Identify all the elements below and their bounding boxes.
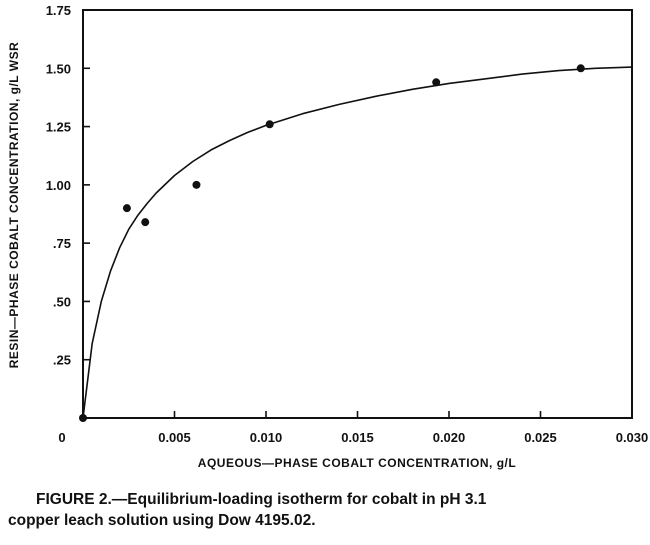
y-tick-label: 1.00 xyxy=(46,178,71,193)
x-tick-label: 0.005 xyxy=(158,430,191,445)
x-tick-label: 0.010 xyxy=(250,430,283,445)
y-axis-title: RESIN—PHASE COBALT CONCENTRATION, g/L WS… xyxy=(7,42,21,369)
data-points-layer xyxy=(79,64,585,422)
x-tick-label: 0 xyxy=(58,430,65,445)
fit-curve-layer xyxy=(82,66,633,419)
x-tick-label: 0.030 xyxy=(616,430,649,445)
data-point xyxy=(79,414,87,422)
y-tick-label: .25 xyxy=(53,353,71,368)
x-tick-label: 0.020 xyxy=(433,430,466,445)
data-point xyxy=(432,78,441,87)
x-tick-label: 0.025 xyxy=(524,430,557,445)
caption-line-1: FIGURE 2.—Equilibrium-loading isotherm f… xyxy=(36,491,487,508)
x-axis-title: AQUEOUS—PHASE COBALT CONCENTRATION, g/L xyxy=(198,456,516,470)
x-tick-label: 0.015 xyxy=(341,430,374,445)
data-point xyxy=(122,204,131,213)
y-tick-label: 1.50 xyxy=(46,61,71,76)
caption-line-2: copper leach solution using Dow 4195.02. xyxy=(8,512,316,529)
figure-caption: FIGURE 2.—Equilibrium-loading isotherm f… xyxy=(8,489,648,531)
isotherm-fit-curve xyxy=(82,66,633,419)
data-point xyxy=(141,218,150,227)
y-tick-label: .75 xyxy=(53,236,71,251)
data-point xyxy=(265,120,274,129)
y-tick-label: 1.25 xyxy=(46,120,71,135)
plot-axes xyxy=(82,9,633,419)
data-point xyxy=(576,64,585,73)
tick-labels-layer: 0 0.005 0.010 0.015 0.020 0.025 0.030 1.75 1.50 1… xyxy=(46,3,649,445)
y-tick-label: 1.75 xyxy=(46,3,71,18)
data-point xyxy=(192,180,201,189)
y-tick-label: .50 xyxy=(53,294,71,309)
isotherm-chart: 0 0.005 0.010 0.015 0.020 0.025 0.030 1.75 1.50 1… xyxy=(7,3,649,470)
